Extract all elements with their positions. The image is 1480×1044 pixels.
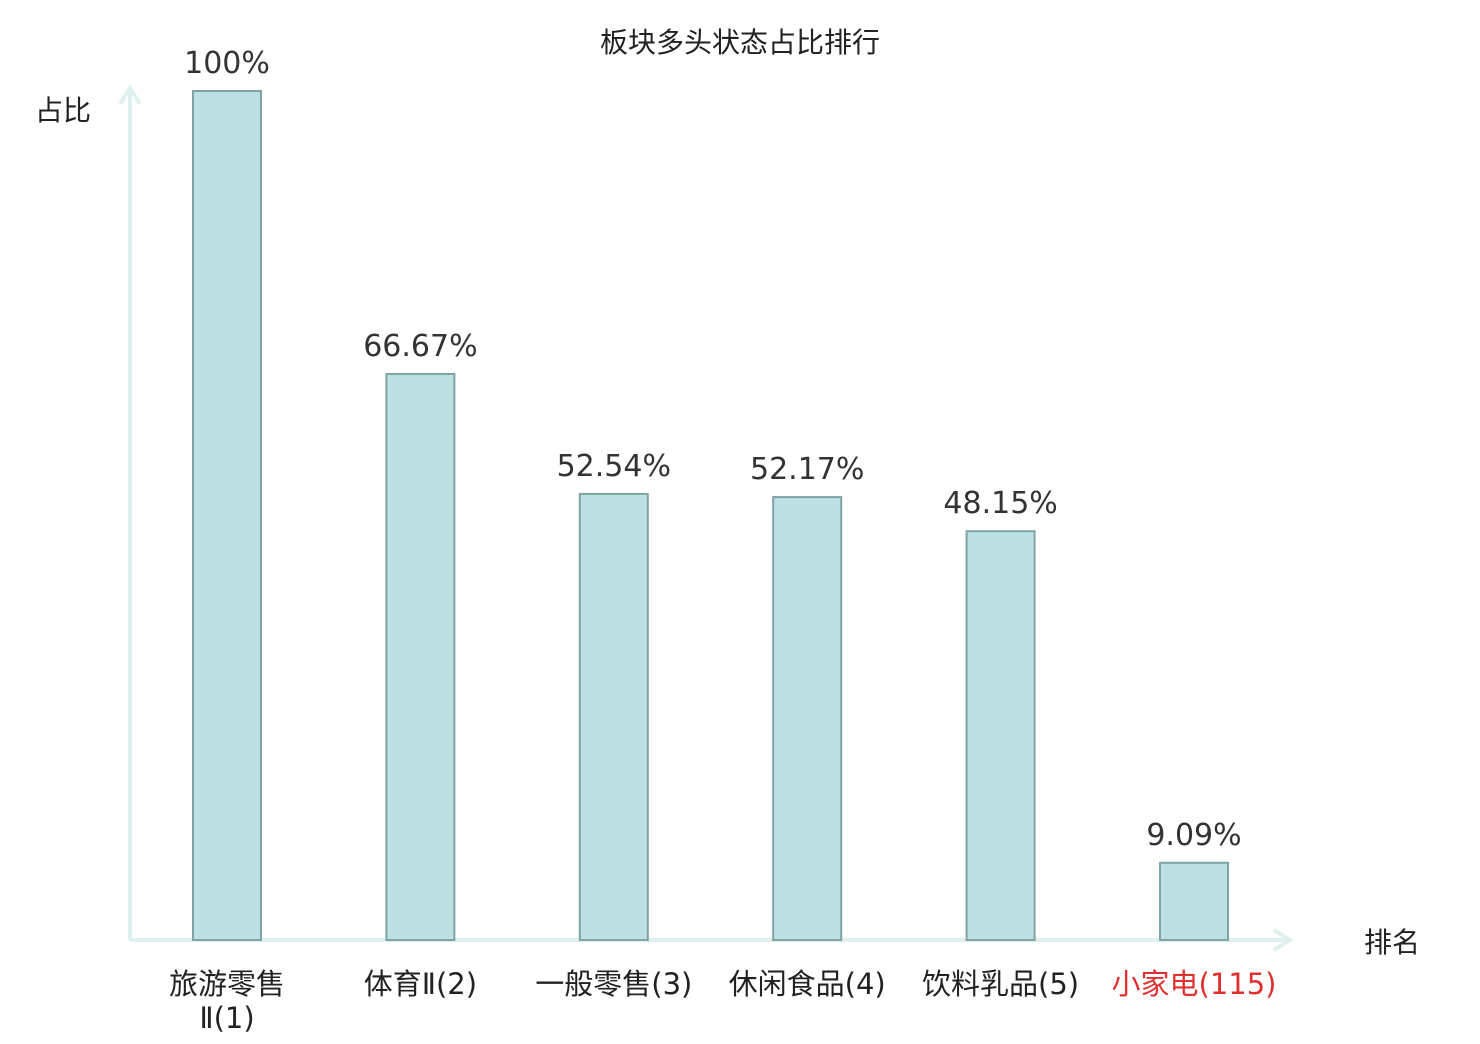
bar-value-label: 66.67% xyxy=(363,329,477,364)
category-label: 小家电(115) xyxy=(1112,967,1277,1001)
bar xyxy=(192,90,262,941)
y-axis-arrow xyxy=(118,84,142,106)
category-label: Ⅱ(1) xyxy=(199,1001,254,1035)
bar xyxy=(965,530,1036,941)
category-label: 旅游零售 xyxy=(169,967,285,1001)
bar-value-label: 48.15% xyxy=(943,486,1057,521)
bar-value-label: 52.17% xyxy=(750,452,864,487)
category-label: 体育Ⅱ(2) xyxy=(364,967,477,1001)
chart-title: 板块多头状态占比排行 xyxy=(600,26,880,59)
x-axis-arrow xyxy=(1272,928,1294,952)
bar-value-label: 100% xyxy=(184,46,270,81)
value-labels-group: 100% 66.67% 52.54% 52.17% 48.15% 9.09% xyxy=(184,46,1242,853)
y-axis-label: 占比 xyxy=(35,94,91,127)
category-label: 一般零售(3) xyxy=(535,967,692,1001)
bar-value-label: 52.54% xyxy=(557,449,671,484)
bar xyxy=(1159,861,1229,942)
bar xyxy=(772,496,843,941)
bar xyxy=(578,492,649,941)
bar xyxy=(385,372,456,942)
bar-value-label: 9.09% xyxy=(1146,818,1241,853)
axes xyxy=(118,84,1294,952)
bars-group xyxy=(192,90,1229,942)
category-label: 休闲食品(4) xyxy=(729,967,886,1001)
x-axis-label: 排名 xyxy=(1364,926,1420,959)
category-label: 饮料乳品(5) xyxy=(922,967,1079,1001)
